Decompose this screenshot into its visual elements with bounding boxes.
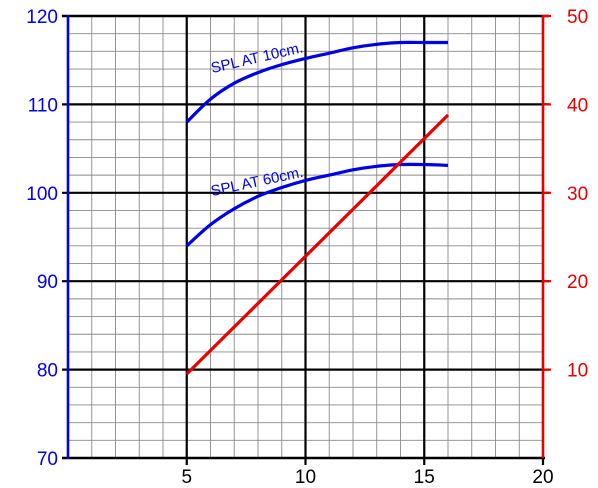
right-tick-label: 30 [567, 184, 588, 205]
series-point-0 [233, 82, 236, 85]
left-tick-label: 90 [37, 272, 58, 293]
series-layer [185, 40, 450, 376]
series-point-1 [233, 207, 236, 210]
x-tick-label: 10 [295, 467, 316, 488]
axes [62, 14, 551, 465]
right-tick-label: 40 [567, 95, 588, 116]
left-tick-label: 120 [26, 7, 58, 28]
series-point-2 [446, 113, 449, 116]
series-point-1 [280, 186, 283, 189]
series-point-1 [351, 168, 354, 171]
series-point-2 [185, 372, 188, 375]
left-tick-label: 70 [37, 449, 58, 470]
right-tick-label: 20 [567, 272, 588, 293]
series-point-0 [209, 97, 212, 100]
series-point-0 [328, 52, 331, 55]
left-tick-label: 110 [28, 95, 58, 116]
series-point-0 [399, 41, 402, 44]
x-tick-label: 15 [414, 467, 435, 488]
left-tick-label: 80 [37, 361, 58, 382]
series-point-0 [304, 57, 307, 60]
series-point-0 [423, 41, 426, 44]
series-point-1 [423, 163, 426, 166]
right-tick-label: 50 [567, 7, 588, 28]
series-point-0 [446, 41, 449, 44]
x-tick-label: 20 [532, 467, 553, 488]
series-point-0 [185, 120, 188, 123]
left-tick-label: 100 [26, 184, 58, 205]
major-grid [62, 16, 549, 458]
series-point-1 [375, 165, 378, 168]
series-point-0 [280, 63, 283, 66]
series-line-0 [185, 40, 448, 124]
series-point-0 [351, 46, 354, 49]
right-tick-label: 10 [567, 361, 588, 382]
series-point-0 [375, 43, 378, 46]
series-point-1 [328, 174, 331, 177]
x-tick-label: 5 [181, 467, 192, 488]
series-point-0 [256, 71, 259, 74]
series-point-1 [446, 164, 449, 167]
series-label-1: SPL AT 60cm. [209, 164, 304, 200]
series-line-1 [185, 162, 449, 248]
series-point-1 [209, 223, 212, 226]
series-point-1 [185, 244, 188, 247]
series-line-2 [185, 113, 450, 376]
series-point-1 [256, 195, 259, 198]
